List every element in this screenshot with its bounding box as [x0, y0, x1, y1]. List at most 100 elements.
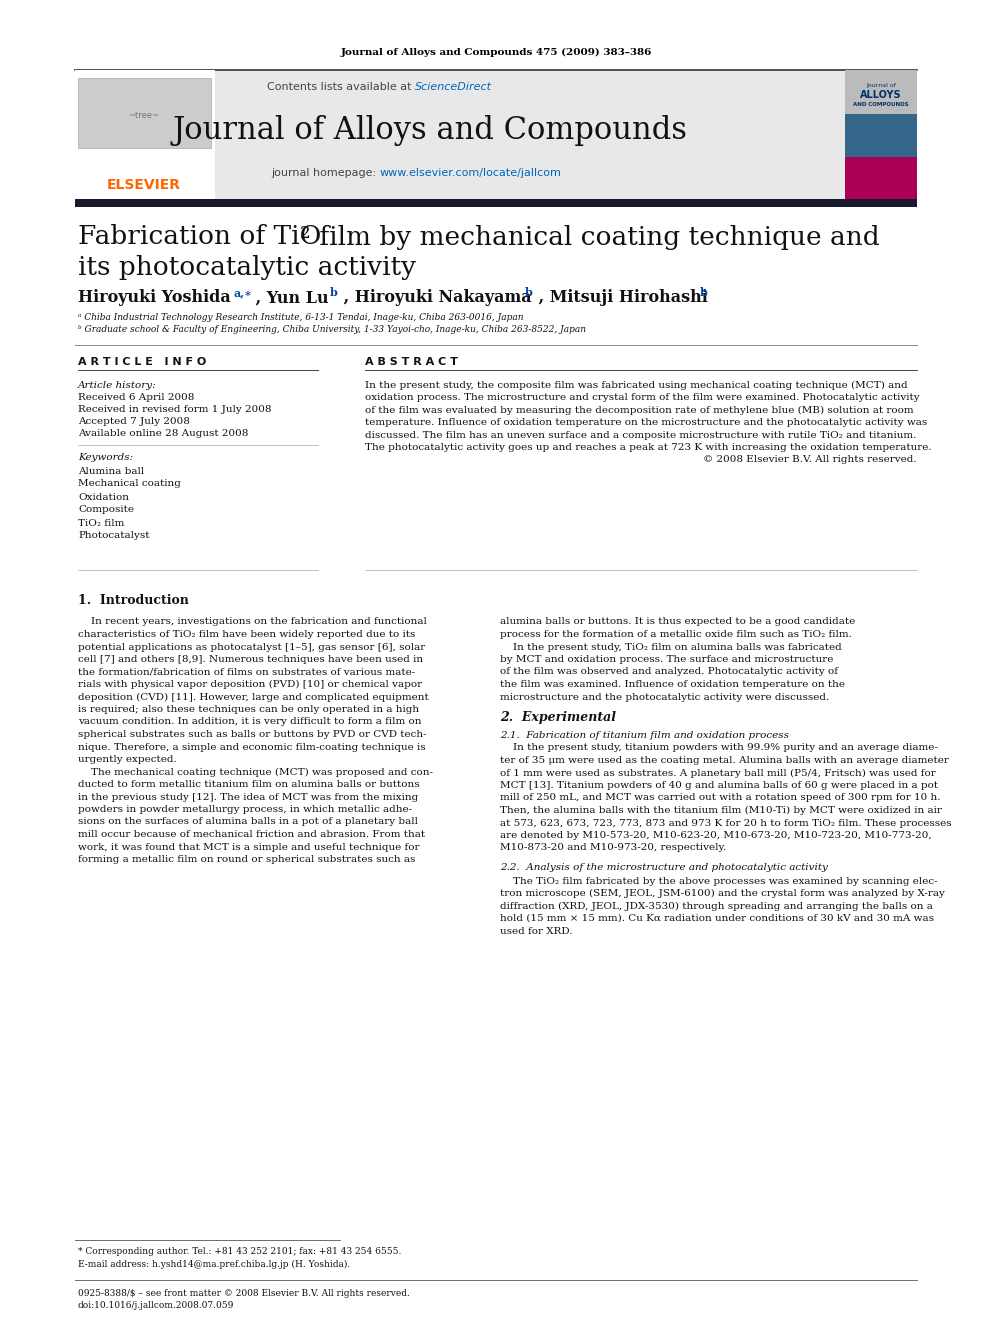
Text: process for the formation of a metallic oxide film such as TiO₂ film.: process for the formation of a metallic …	[500, 630, 852, 639]
Text: ELSEVIER: ELSEVIER	[107, 179, 181, 192]
FancyBboxPatch shape	[75, 198, 917, 206]
Text: 2.  Experimental: 2. Experimental	[500, 710, 616, 724]
Text: the formation/fabrication of films on substrates of various mate-: the formation/fabrication of films on su…	[78, 668, 416, 676]
FancyBboxPatch shape	[845, 70, 917, 114]
Text: used for XRD.: used for XRD.	[500, 926, 572, 935]
Text: journal homepage:: journal homepage:	[272, 168, 380, 179]
Text: Composite: Composite	[78, 505, 134, 515]
Text: E-mail address: h.yshd14@ma.pref.chiba.lg.jp (H. Yoshida).: E-mail address: h.yshd14@ma.pref.chiba.l…	[78, 1259, 350, 1269]
Text: b: b	[700, 287, 708, 299]
Text: powders in powder metallurgy process, in which metallic adhe-: powders in powder metallurgy process, in…	[78, 804, 412, 814]
Text: are denoted by M10-573-20, M10-623-20, M10-673-20, M10-723-20, M10-773-20,: are denoted by M10-573-20, M10-623-20, M…	[500, 831, 931, 840]
Text: in the previous study [12]. The idea of MCT was from the mixing: in the previous study [12]. The idea of …	[78, 792, 419, 802]
Text: Alumina ball: Alumina ball	[78, 467, 144, 475]
Text: Journal of Alloys and Compounds: Journal of Alloys and Compounds	[173, 115, 687, 146]
Text: Received in revised form 1 July 2008: Received in revised form 1 July 2008	[78, 406, 272, 414]
Text: In the present study, TiO₂ film on alumina balls was fabricated: In the present study, TiO₂ film on alumi…	[500, 643, 842, 651]
FancyBboxPatch shape	[75, 70, 215, 200]
FancyBboxPatch shape	[845, 157, 917, 200]
Text: In recent years, investigations on the fabrication and functional: In recent years, investigations on the f…	[78, 618, 427, 627]
Text: MCT [13]. Titanium powders of 40 g and alumina balls of 60 g were placed in a po: MCT [13]. Titanium powders of 40 g and a…	[500, 781, 938, 790]
Text: temperature. Influence of oxidation temperature on the microstructure and the ph: temperature. Influence of oxidation temp…	[365, 418, 928, 427]
Text: , Hiroyuki Nakayama: , Hiroyuki Nakayama	[338, 290, 532, 307]
Text: Keywords:: Keywords:	[78, 454, 133, 463]
Text: Journal of: Journal of	[866, 82, 896, 87]
Text: spherical substrates such as balls or buttons by PVD or CVD tech-: spherical substrates such as balls or bu…	[78, 730, 427, 740]
Text: * Corresponding author. Tel.: +81 43 252 2101; fax: +81 43 254 6555.: * Corresponding author. Tel.: +81 43 252…	[78, 1248, 402, 1257]
Text: Received 6 April 2008: Received 6 April 2008	[78, 393, 194, 402]
Text: of the film was evaluated by measuring the decomposition rate of methylene blue : of the film was evaluated by measuring t…	[365, 405, 914, 414]
Text: ter of 35 μm were used as the coating metal. Alumina balls with an average diame: ter of 35 μm were used as the coating me…	[500, 755, 949, 765]
Text: ALLOYS: ALLOYS	[860, 90, 902, 101]
Text: ᵃ Chiba Industrial Technology Research Institute, 6-13-1 Tendai, Inage-ku, Chiba: ᵃ Chiba Industrial Technology Research I…	[78, 314, 524, 323]
Text: potential applications as photocatalyst [1–5], gas sensor [6], solar: potential applications as photocatalyst …	[78, 643, 426, 651]
Text: , Yun Lu: , Yun Lu	[250, 290, 328, 307]
Text: The mechanical coating technique (MCT) was proposed and con-: The mechanical coating technique (MCT) w…	[78, 767, 433, 777]
Text: A B S T R A C T: A B S T R A C T	[365, 357, 458, 366]
Text: ScienceDirect: ScienceDirect	[415, 82, 492, 93]
Text: sions on the surfaces of alumina balls in a pot of a planetary ball: sions on the surfaces of alumina balls i…	[78, 818, 418, 827]
Text: 2.2.  Analysis of the microstructure and photocatalytic activity: 2.2. Analysis of the microstructure and …	[500, 864, 828, 872]
Text: Article history:: Article history:	[78, 381, 157, 389]
Text: Photocatalyst: Photocatalyst	[78, 532, 150, 541]
Text: Oxidation: Oxidation	[78, 492, 129, 501]
Text: oxidation process. The microstructure and crystal form of the film were examined: oxidation process. The microstructure an…	[365, 393, 920, 402]
Text: cell [7] and others [8,9]. Numerous techniques have been used in: cell [7] and others [8,9]. Numerous tech…	[78, 655, 424, 664]
Text: TiO₂ film: TiO₂ film	[78, 519, 124, 528]
Text: work, it was found that MCT is a simple and useful technique for: work, it was found that MCT is a simple …	[78, 843, 420, 852]
FancyBboxPatch shape	[845, 70, 917, 200]
Text: the film was examined. Influence of oxidation temperature on the: the film was examined. Influence of oxid…	[500, 680, 845, 689]
Text: Journal of Alloys and Compounds 475 (2009) 383–386: Journal of Alloys and Compounds 475 (200…	[340, 48, 652, 57]
Text: In the present study, the composite film was fabricated using mechanical coating: In the present study, the composite film…	[365, 381, 908, 389]
Text: 0925-8388/$ – see front matter © 2008 Elsevier B.V. All rights reserved.: 0925-8388/$ – see front matter © 2008 El…	[78, 1289, 410, 1298]
Text: Accepted 7 July 2008: Accepted 7 July 2008	[78, 418, 189, 426]
Text: doi:10.1016/j.jallcom.2008.07.059: doi:10.1016/j.jallcom.2008.07.059	[78, 1302, 234, 1311]
Text: its photocatalytic activity: its photocatalytic activity	[78, 255, 416, 280]
Text: ᵇ Graduate school & Faculty of Engineering, Chiba University, 1-33 Yayoi-cho, In: ᵇ Graduate school & Faculty of Engineeri…	[78, 325, 586, 335]
Text: AND COMPOUNDS: AND COMPOUNDS	[853, 102, 909, 107]
Text: microstructure and the photocatalytic activity were discussed.: microstructure and the photocatalytic ac…	[500, 692, 829, 701]
Text: tron microscope (SEM, JEOL, JSM-6100) and the crystal form was analyzed by X-ray: tron microscope (SEM, JEOL, JSM-6100) an…	[500, 889, 944, 898]
Text: M10-873-20 and M10-973-20, respectively.: M10-873-20 and M10-973-20, respectively.	[500, 844, 726, 852]
Text: 1.  Introduction: 1. Introduction	[78, 594, 188, 606]
Text: Fabrication of TiO: Fabrication of TiO	[78, 225, 321, 250]
Text: mill of 250 mL, and MCT was carried out with a rotation speed of 300 rpm for 10 : mill of 250 mL, and MCT was carried out …	[500, 794, 940, 803]
Text: discussed. The film has an uneven surface and a composite microstructure with ru: discussed. The film has an uneven surfac…	[365, 430, 917, 439]
Text: of the film was observed and analyzed. Photocatalytic activity of: of the film was observed and analyzed. P…	[500, 668, 838, 676]
Text: is required; also these techniques can be only operated in a high: is required; also these techniques can b…	[78, 705, 420, 714]
Text: The TiO₂ film fabricated by the above processes was examined by scanning elec-: The TiO₂ film fabricated by the above pr…	[500, 877, 937, 885]
Text: film by mechanical coating technique and: film by mechanical coating technique and	[311, 225, 880, 250]
Text: a,∗: a,∗	[234, 287, 253, 299]
Text: vacuum condition. In addition, it is very difficult to form a film on: vacuum condition. In addition, it is ver…	[78, 717, 422, 726]
Text: 2: 2	[300, 225, 310, 242]
Text: Contents lists available at: Contents lists available at	[267, 82, 415, 93]
Text: A R T I C L E   I N F O: A R T I C L E I N F O	[78, 357, 206, 366]
Text: at 573, 623, 673, 723, 773, 873 and 973 K for 20 h to form TiO₂ film. These proc: at 573, 623, 673, 723, 773, 873 and 973 …	[500, 819, 951, 827]
Text: 2.1.  Fabrication of titanium film and oxidation process: 2.1. Fabrication of titanium film and ox…	[500, 730, 789, 740]
Text: www.elsevier.com/locate/jallcom: www.elsevier.com/locate/jallcom	[380, 168, 561, 179]
Text: ducted to form metallic titanium film on alumina balls or buttons: ducted to form metallic titanium film on…	[78, 781, 420, 789]
Text: by MCT and oxidation process. The surface and microstructure: by MCT and oxidation process. The surfac…	[500, 655, 833, 664]
Text: Available online 28 August 2008: Available online 28 August 2008	[78, 430, 248, 438]
Text: characteristics of TiO₂ film have been widely reported due to its: characteristics of TiO₂ film have been w…	[78, 630, 416, 639]
Text: b: b	[525, 287, 533, 299]
Text: forming a metallic film on round or spherical substrates such as: forming a metallic film on round or sphe…	[78, 855, 416, 864]
Text: The photocatalytic activity goes up and reaches a peak at 723 K with increasing : The photocatalytic activity goes up and …	[365, 443, 931, 452]
Text: of 1 mm were used as substrates. A planetary ball mill (P5/4, Fritsch) was used : of 1 mm were used as substrates. A plane…	[500, 769, 935, 778]
FancyBboxPatch shape	[78, 78, 211, 148]
Text: Hiroyuki Yoshida: Hiroyuki Yoshida	[78, 290, 231, 307]
Text: Then, the alumina balls with the titanium film (M10-Ti) by MCT were oxidized in : Then, the alumina balls with the titaniu…	[500, 806, 941, 815]
Text: , Mitsuji Hirohashi: , Mitsuji Hirohashi	[533, 290, 707, 307]
Text: rials with physical vapor deposition (PVD) [10] or chemical vapor: rials with physical vapor deposition (PV…	[78, 680, 423, 689]
Text: ~tree~: ~tree~	[128, 111, 160, 119]
Text: deposition (CVD) [11]. However, large and complicated equipment: deposition (CVD) [11]. However, large an…	[78, 692, 429, 701]
Text: hold (15 mm × 15 mm). Cu Kα radiation under conditions of 30 kV and 30 mA was: hold (15 mm × 15 mm). Cu Kα radiation un…	[500, 914, 934, 923]
Text: urgently expected.: urgently expected.	[78, 755, 177, 763]
Text: alumina balls or buttons. It is thus expected to be a good candidate: alumina balls or buttons. It is thus exp…	[500, 618, 855, 627]
Text: b: b	[330, 287, 338, 299]
Text: Mechanical coating: Mechanical coating	[78, 479, 181, 488]
Text: nique. Therefore, a simple and economic film-coating technique is: nique. Therefore, a simple and economic …	[78, 742, 426, 751]
Text: In the present study, titanium powders with 99.9% purity and an average diame-: In the present study, titanium powders w…	[500, 744, 937, 753]
FancyBboxPatch shape	[845, 114, 917, 157]
FancyBboxPatch shape	[75, 70, 917, 200]
